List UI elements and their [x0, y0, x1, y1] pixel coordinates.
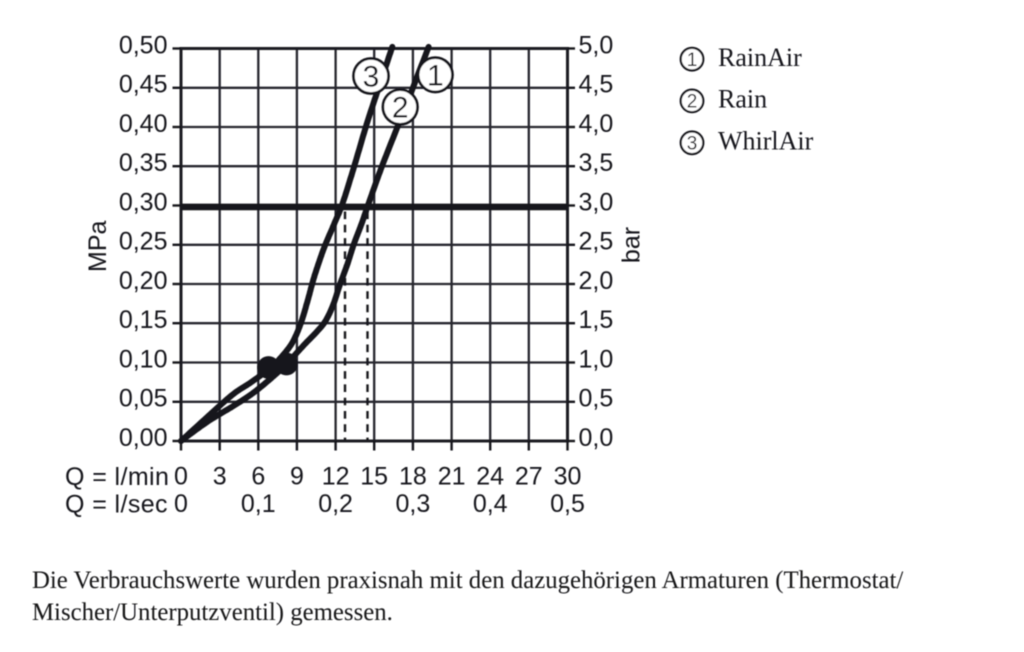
svg-text:0,00: 0,00	[119, 424, 168, 452]
svg-text:0,45: 0,45	[119, 71, 168, 99]
svg-text:0,10: 0,10	[119, 345, 168, 373]
svg-text:0,05: 0,05	[119, 385, 168, 413]
svg-text:Mischer/Unterputzventil) gemes: Mischer/Unterputzventil) gemessen.	[32, 599, 393, 626]
svg-text:bar: bar	[617, 227, 645, 263]
svg-text:18: 18	[399, 462, 427, 490]
svg-text:2: 2	[392, 92, 409, 125]
svg-text:21: 21	[438, 462, 466, 490]
svg-text:12: 12	[322, 462, 350, 490]
svg-text:9: 9	[290, 462, 304, 490]
svg-text:0,5: 0,5	[579, 385, 614, 413]
svg-text:1: 1	[427, 59, 444, 92]
svg-text:30: 30	[554, 462, 582, 490]
svg-text:0,25: 0,25	[119, 228, 168, 256]
svg-text:0,5: 0,5	[550, 490, 585, 518]
svg-text:RainAir: RainAir	[718, 43, 802, 72]
svg-text:0,50: 0,50	[119, 31, 168, 59]
svg-text:0: 0	[174, 490, 188, 518]
svg-text:6: 6	[251, 462, 265, 490]
svg-text:0,0: 0,0	[579, 424, 614, 452]
svg-text:3: 3	[363, 61, 380, 94]
svg-text:0,3: 0,3	[396, 490, 431, 518]
svg-text:MPa: MPa	[84, 221, 112, 272]
svg-text:3,0: 3,0	[579, 188, 614, 216]
svg-text:3: 3	[213, 462, 227, 490]
svg-text:15: 15	[360, 462, 388, 490]
svg-text:Die Verbrauchswerte wurden pra: Die Verbrauchswerte wurden praxisnah mit…	[32, 567, 903, 594]
svg-text:0,40: 0,40	[119, 110, 168, 138]
svg-text:1,0: 1,0	[579, 345, 614, 373]
svg-text:1: 1	[687, 50, 698, 71]
svg-text:1,5: 1,5	[579, 306, 614, 334]
svg-text:Q = l/sec: Q = l/sec	[65, 490, 168, 518]
svg-text:3,5: 3,5	[579, 149, 614, 177]
svg-text:0,2: 0,2	[318, 490, 353, 518]
svg-text:0,1: 0,1	[241, 490, 276, 518]
svg-text:0,35: 0,35	[119, 149, 168, 177]
svg-text:2: 2	[687, 92, 698, 113]
svg-text:27: 27	[515, 462, 543, 490]
svg-text:24: 24	[476, 462, 504, 490]
svg-text:2,5: 2,5	[579, 228, 614, 256]
svg-text:5,0: 5,0	[579, 31, 614, 59]
svg-text:2,0: 2,0	[579, 267, 614, 295]
svg-text:WhirlAir: WhirlAir	[718, 127, 814, 156]
svg-text:3: 3	[687, 134, 698, 155]
svg-text:0: 0	[174, 462, 188, 490]
svg-text:0,15: 0,15	[119, 306, 168, 334]
svg-text:0,20: 0,20	[119, 267, 168, 295]
svg-text:Rain: Rain	[718, 85, 767, 114]
svg-text:0,4: 0,4	[473, 490, 508, 518]
svg-text:Q = l/min: Q = l/min	[65, 463, 169, 491]
svg-text:0,30: 0,30	[119, 188, 168, 216]
svg-text:4,0: 4,0	[579, 110, 614, 138]
svg-text:4,5: 4,5	[579, 71, 614, 99]
